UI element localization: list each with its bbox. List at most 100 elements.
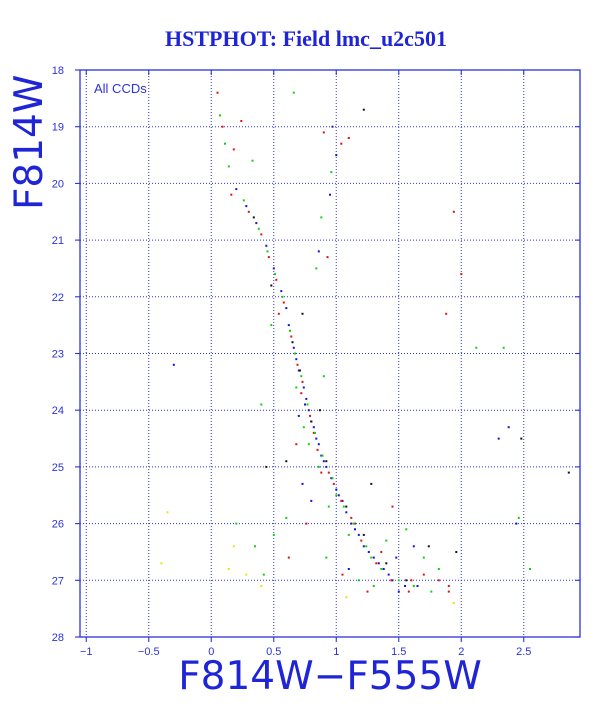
y-tick-label: 19 xyxy=(52,122,64,134)
data-point xyxy=(265,465,268,468)
y-tick-label: 21 xyxy=(52,235,64,247)
data-point xyxy=(405,579,408,582)
data-points xyxy=(160,91,570,604)
data-point xyxy=(272,267,275,270)
data-point xyxy=(345,511,348,514)
data-point xyxy=(252,216,255,219)
data-point xyxy=(342,505,345,508)
data-point xyxy=(404,585,406,587)
y-tick-label: 23 xyxy=(52,349,64,361)
data-point xyxy=(520,437,523,440)
tick-labels: −1 −0.5 0 0.5 1 1.5 2 2.5 18 19 20 21 22 23 24 25 26 27 28 xyxy=(52,65,532,658)
data-point xyxy=(337,494,340,497)
x-tick-label: −1 xyxy=(80,646,93,658)
x-tick-label: 2.5 xyxy=(516,646,531,658)
data-point xyxy=(357,533,360,536)
data-point xyxy=(445,312,448,315)
data-point xyxy=(410,579,413,582)
data-point xyxy=(320,471,323,474)
data-point xyxy=(302,426,305,429)
data-point xyxy=(310,420,313,423)
chart-title: HSTPHOT: Field lmc_u2c501 xyxy=(165,26,447,51)
data-point xyxy=(307,409,310,412)
data-point xyxy=(326,256,329,259)
data-point xyxy=(224,142,226,145)
data-point xyxy=(315,267,318,270)
data-point xyxy=(340,142,343,145)
data-point xyxy=(319,409,321,412)
series-0 xyxy=(172,125,518,593)
data-point xyxy=(405,528,408,531)
data-point xyxy=(427,545,430,548)
data-point xyxy=(327,505,330,508)
data-point xyxy=(275,278,278,281)
data-point xyxy=(340,499,343,502)
data-point xyxy=(301,482,304,485)
data-point xyxy=(301,380,304,383)
data-point xyxy=(529,568,531,570)
data-point xyxy=(357,579,360,582)
data-point xyxy=(312,431,315,434)
data-point xyxy=(354,528,356,531)
data-point xyxy=(285,516,288,519)
data-point xyxy=(352,522,355,525)
data-point xyxy=(317,465,320,468)
data-point xyxy=(380,568,383,570)
data-point xyxy=(216,91,219,94)
x-tick-label: 2 xyxy=(458,646,464,658)
x-tick-label: 0 xyxy=(208,646,214,658)
data-point xyxy=(387,573,390,576)
data-point xyxy=(280,290,283,293)
data-point xyxy=(517,516,520,519)
data-point xyxy=(297,414,300,417)
data-point xyxy=(497,437,500,440)
data-point xyxy=(309,414,311,417)
data-point xyxy=(307,443,310,446)
x-axis-label: F814W−F555W xyxy=(178,654,482,699)
data-point xyxy=(412,585,415,587)
data-point xyxy=(314,431,316,434)
data-point xyxy=(335,494,338,497)
data-point xyxy=(316,448,319,451)
data-point xyxy=(240,120,243,122)
data-point xyxy=(385,562,388,565)
data-point xyxy=(375,562,378,565)
data-point xyxy=(362,108,365,111)
axis-ticks xyxy=(75,69,580,642)
data-point xyxy=(320,216,323,219)
series-4 xyxy=(160,511,455,604)
data-point xyxy=(221,125,224,128)
data-point xyxy=(391,579,394,582)
data-point xyxy=(310,499,313,502)
data-point xyxy=(227,568,230,570)
data-point xyxy=(407,590,410,593)
data-point xyxy=(294,352,296,355)
data-point xyxy=(347,533,350,536)
data-point xyxy=(350,522,353,525)
data-point xyxy=(282,301,285,304)
data-point xyxy=(306,403,309,406)
data-point xyxy=(366,590,369,593)
data-point xyxy=(325,460,328,463)
data-point xyxy=(330,171,333,174)
data-point xyxy=(166,511,169,514)
data-point xyxy=(315,437,318,440)
x-tick-label: −0.5 xyxy=(138,646,160,658)
data-point xyxy=(322,375,325,378)
data-point xyxy=(475,346,478,349)
data-point xyxy=(345,596,348,599)
data-point xyxy=(296,363,299,366)
data-point xyxy=(447,590,450,593)
data-point xyxy=(354,522,356,525)
data-point xyxy=(335,154,338,157)
data-point xyxy=(322,131,325,134)
y-tick-label: 28 xyxy=(52,632,64,644)
y-tick-label: 20 xyxy=(52,178,64,190)
data-point xyxy=(299,369,301,372)
data-point xyxy=(235,188,238,191)
data-point xyxy=(301,312,304,315)
y-tick-label: 24 xyxy=(52,405,64,417)
data-point xyxy=(391,505,394,508)
